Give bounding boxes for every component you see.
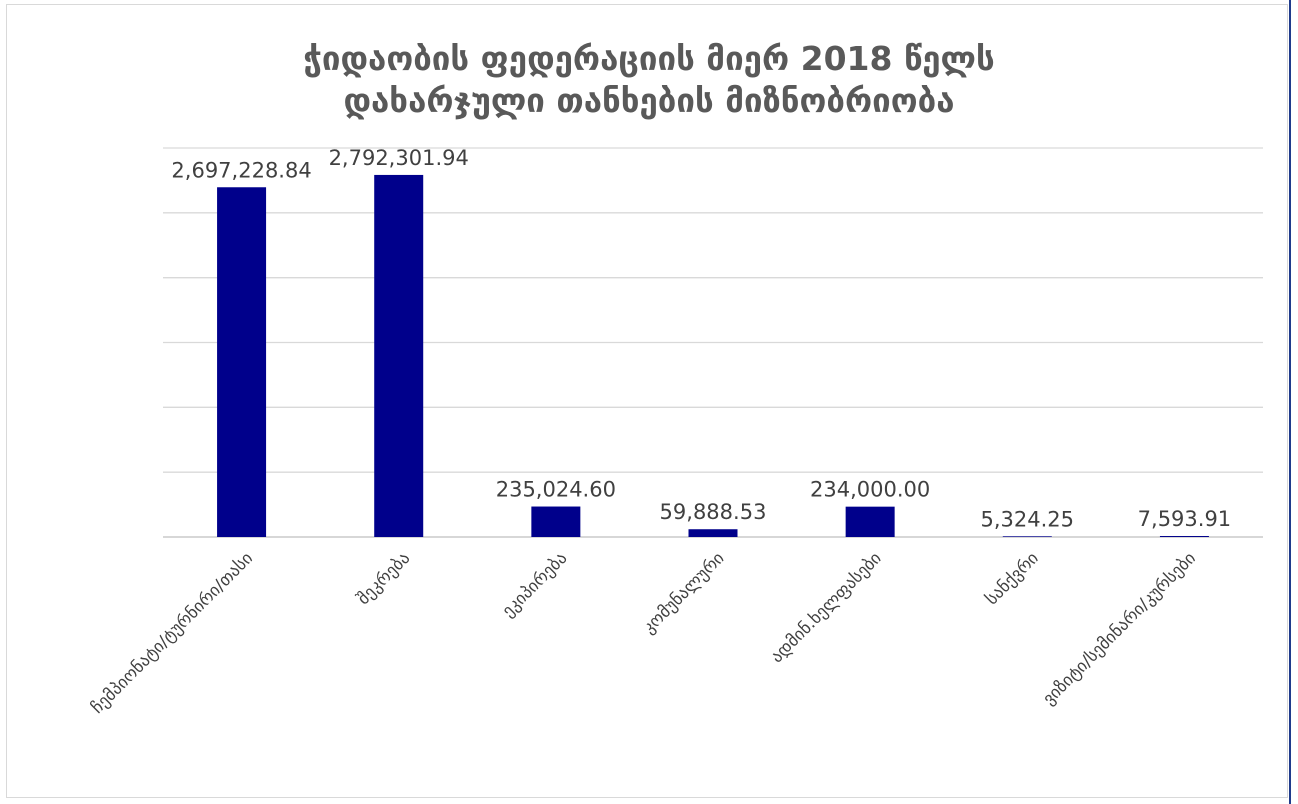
data-label-6: 5,324.25 (981, 507, 1075, 531)
chart-title-line-1: ჭიდაობის ფედერაციის მიერ 2018 წელს (303, 39, 995, 78)
category-label-4: კომუნალური (639, 548, 729, 638)
category-label-5: ადმინ.ხელფასები (767, 548, 886, 667)
chart-title: ჭიდაობის ფედერაციის მიერ 2018 წელს დახარ… (0, 38, 1298, 122)
bar-1 (217, 187, 267, 537)
bar-5 (845, 506, 895, 537)
data-label-3: 235,024.60 (496, 478, 616, 502)
data-label-2: 2,792,301.94 (329, 146, 469, 170)
data-label-4: 59,888.53 (660, 500, 767, 524)
gridlines (163, 147, 1263, 538)
window-edge-line (1289, 0, 1291, 804)
data-label-7: 7,593.91 (1138, 507, 1232, 531)
chart-title-line-2: დახარჯული თანხების მიზნობრიობა (343, 81, 955, 120)
data-label-5: 234,000.00 (810, 478, 930, 502)
bars (217, 174, 1209, 537)
bar-2 (374, 174, 424, 537)
category-label-2: შეკრება (354, 548, 415, 609)
bar-6 (1002, 536, 1052, 537)
bar-7 (1159, 536, 1209, 537)
bar-3 (531, 506, 581, 537)
category-label-1: ჩემპიონატი/ტურნირი/თასი (88, 548, 257, 717)
category-labels: ჩემპიონატი/ტურნირი/თასი შეკრება ეკიპირება კ… (88, 548, 1200, 717)
data-label-1: 2,697,228.84 (171, 158, 311, 182)
bar-4 (688, 529, 738, 537)
category-label-6: სანქვრი (982, 548, 1043, 609)
category-label-3: ეკიპირება (498, 548, 571, 621)
category-label-7: ვიზიტი/სემინარი/კურსები (1039, 548, 1200, 709)
data-labels: 2,697,228.84 2,792,301.94 235,024.60 59,888… (171, 146, 1231, 531)
